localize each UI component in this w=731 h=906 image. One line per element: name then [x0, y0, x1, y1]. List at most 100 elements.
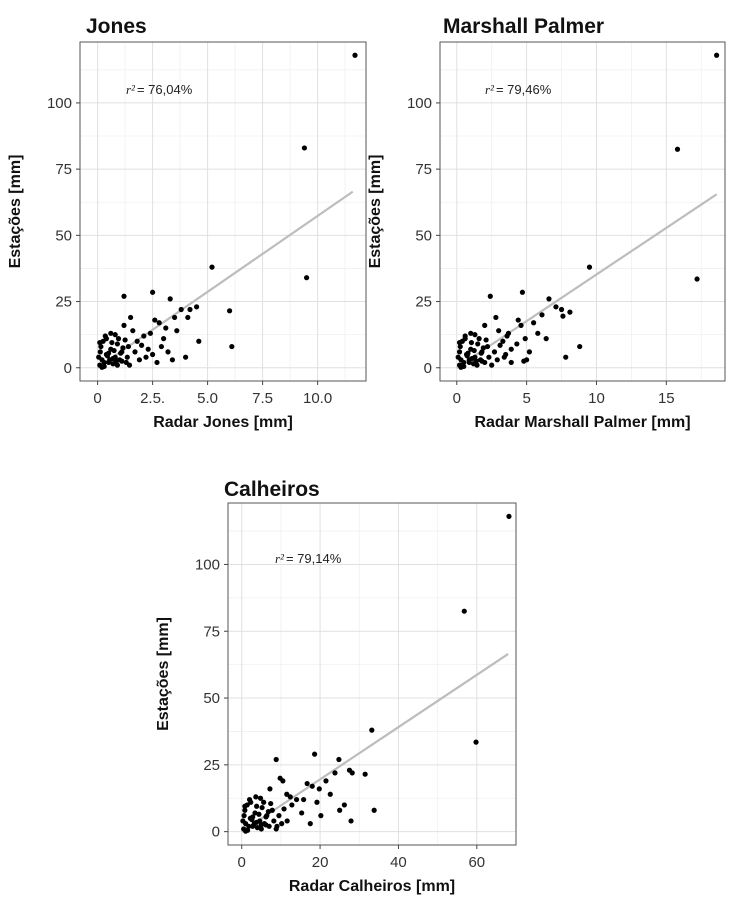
data-point [96, 354, 102, 360]
data-point [468, 339, 475, 346]
data-point [169, 357, 175, 363]
data-point [505, 330, 512, 336]
data-point [145, 346, 151, 352]
data-point [560, 313, 566, 319]
data-point [508, 359, 514, 366]
data-point [122, 337, 128, 343]
data-point [577, 343, 583, 350]
data-point [121, 322, 127, 328]
data-point [254, 819, 260, 825]
data-point [456, 339, 463, 346]
y-tick-label: 50 [415, 227, 432, 244]
data-point [125, 343, 131, 350]
r-squared-value: = 79,46% [496, 82, 552, 97]
x-tick-label: 60 [468, 854, 485, 871]
data-point [461, 359, 467, 366]
x-tick-label: 10 [588, 390, 605, 407]
x-tick-label: 0 [453, 390, 461, 407]
data-point [147, 330, 153, 336]
data-point [484, 343, 491, 350]
data-point [482, 322, 488, 328]
data-point [503, 351, 509, 358]
data-point [241, 813, 247, 819]
data-point [185, 314, 191, 321]
x-tick-label: 5 [522, 390, 530, 407]
data-point [258, 822, 264, 828]
data-point [124, 354, 130, 360]
data-point [158, 343, 164, 350]
data-point [369, 727, 375, 733]
data-point [518, 322, 524, 328]
y-tick-label: 25 [415, 294, 432, 311]
data-point [259, 804, 265, 811]
y-axis-label: Estações [mm] [367, 155, 384, 269]
data-point [267, 786, 273, 792]
data-point [242, 803, 248, 809]
data-point [163, 325, 169, 331]
data-point [311, 751, 318, 757]
data-point [165, 349, 171, 355]
data-point [500, 338, 506, 344]
r-squared-annotation: r² = 79,14% [275, 551, 342, 566]
data-point [268, 800, 274, 807]
data-point [479, 358, 485, 364]
y-axis-label: Estações [mm] [7, 155, 24, 269]
data-point [309, 783, 315, 789]
x-tick-label: 5.0 [197, 390, 218, 407]
data-point [694, 276, 700, 282]
data-point [269, 807, 275, 813]
y-tick-label: 0 [212, 824, 220, 841]
data-point [274, 823, 280, 829]
data-point [115, 336, 122, 342]
data-point [318, 813, 324, 819]
data-point [519, 289, 526, 295]
data-point [567, 309, 573, 315]
data-point [522, 336, 528, 342]
data-point [543, 336, 549, 342]
data-point [526, 349, 533, 355]
r-squared-annotation: r² = 79,46% [485, 82, 552, 97]
data-point [277, 775, 283, 781]
data-point [293, 796, 300, 803]
data-point [101, 359, 107, 366]
data-point [112, 332, 118, 338]
data-point [289, 802, 295, 808]
data-point [97, 339, 103, 346]
y-tick-label: 75 [415, 161, 432, 178]
data-point [284, 818, 290, 824]
data-point [109, 339, 115, 346]
r-squared-annotation: r² = 76,04% [126, 82, 193, 97]
data-point [301, 796, 307, 803]
x-tick-label: 7.5 [252, 390, 273, 407]
data-point [97, 349, 103, 355]
data-point [531, 320, 537, 326]
data-point [128, 314, 134, 321]
plot-area-border [227, 502, 517, 846]
data-point [304, 780, 310, 787]
y-axis-label: Estações [mm] [155, 617, 172, 731]
data-point [257, 795, 264, 801]
data-point [586, 264, 593, 270]
data-point [252, 810, 258, 816]
y-tick-label: 25 [203, 757, 220, 774]
data-point [134, 338, 140, 344]
data-point [152, 317, 158, 323]
data-point [371, 807, 377, 813]
y-tick-label: 75 [55, 161, 72, 178]
data-point [506, 513, 512, 519]
data-point [455, 354, 461, 360]
data-point [287, 794, 293, 800]
data-point [248, 799, 254, 805]
scatter-panel-3: 0 20 40 60 0 25 50 75 100 Calheiros r² = 79,14% Rada… [155, 478, 517, 895]
data-point [341, 802, 347, 808]
data-point [253, 794, 259, 800]
data-point [242, 807, 248, 813]
data-point [486, 354, 492, 360]
data-point [121, 293, 127, 299]
data-point [103, 336, 109, 342]
data-point [183, 354, 189, 360]
data-point [172, 314, 178, 321]
y-tick-label: 100 [47, 95, 72, 112]
x-tick-label: 2.5. [140, 390, 165, 407]
data-point [521, 358, 527, 364]
